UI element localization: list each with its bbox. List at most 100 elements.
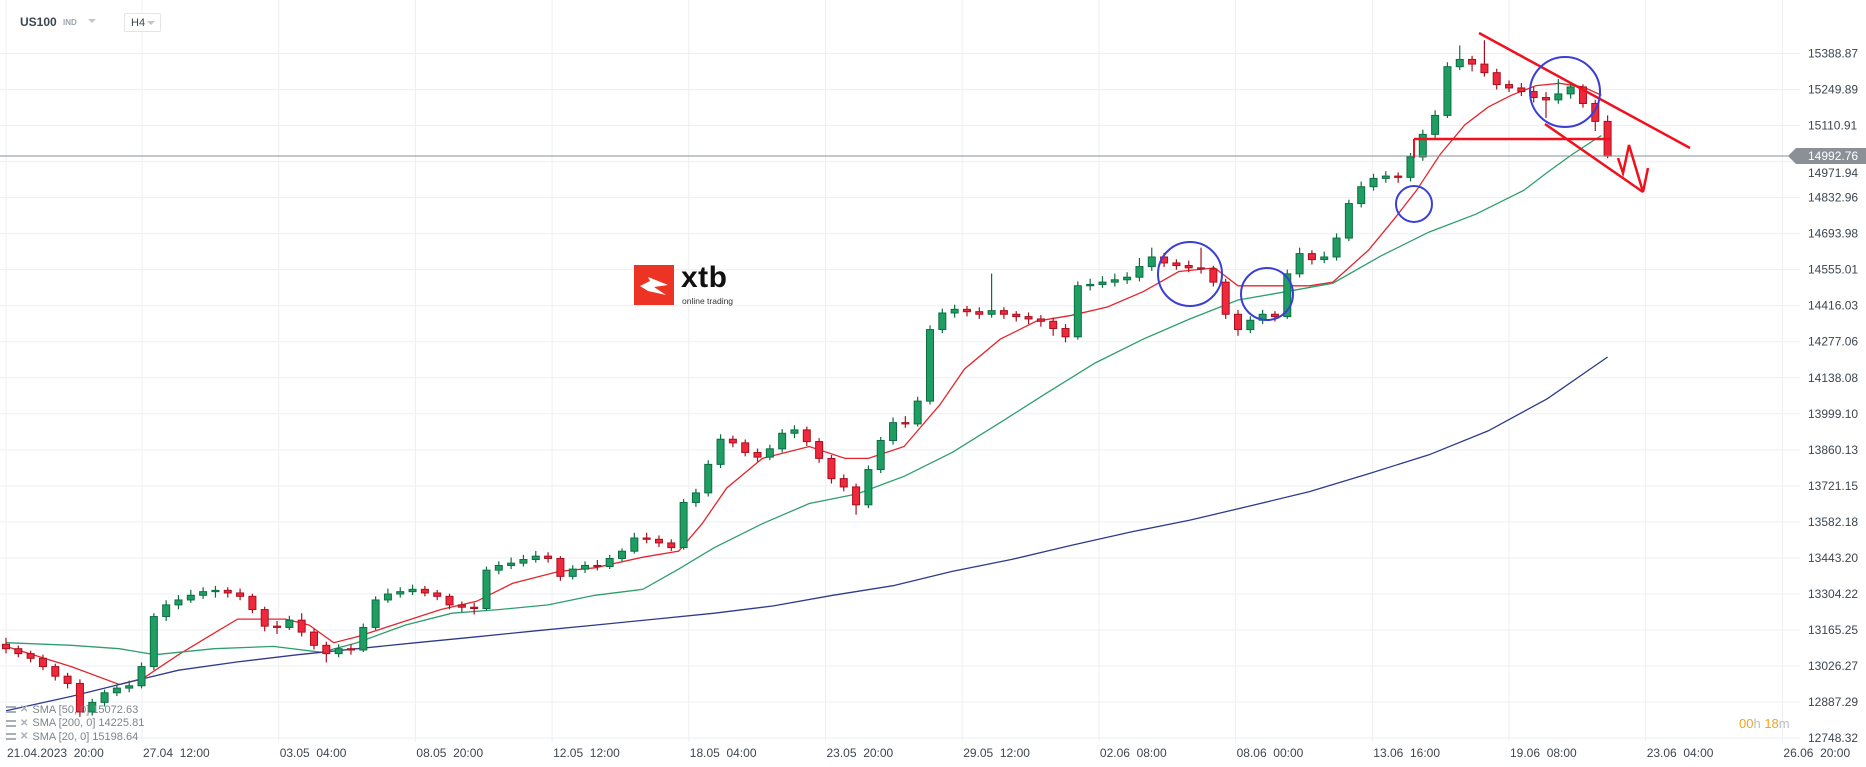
y-tick-label: 13443.20 bbox=[1808, 551, 1858, 565]
candle-body bbox=[1517, 87, 1526, 93]
candle-bullish bbox=[765, 444, 774, 461]
close-icon[interactable]: ✕ bbox=[20, 704, 29, 716]
candle-bearish bbox=[999, 307, 1008, 319]
legend-label: SMA [200, 0] 14225.81 bbox=[32, 717, 145, 730]
candle-bearish bbox=[445, 593, 454, 610]
close-icon[interactable]: ✕ bbox=[20, 731, 29, 743]
highlight-circle[interactable] bbox=[1395, 185, 1433, 223]
candle-bullish bbox=[100, 689, 109, 707]
x-tick-label: 19.06 08:00 bbox=[1510, 746, 1577, 760]
candle-bearish bbox=[1505, 80, 1514, 93]
candle-body bbox=[408, 588, 417, 593]
time-axis[interactable]: 21.04.2023 20:00 27.04 12:00 03.05 04:00 08… bbox=[7, 746, 1850, 760]
candle-body bbox=[962, 308, 971, 313]
candle-body bbox=[568, 568, 577, 577]
candle-body bbox=[765, 448, 774, 458]
trendline-upper[interactable] bbox=[1478, 31, 1691, 150]
candle-body bbox=[519, 559, 528, 564]
candle-bullish bbox=[88, 698, 97, 716]
countdown-hours: 00 bbox=[1739, 716, 1754, 731]
candle-body bbox=[2, 643, 10, 650]
price-axis[interactable]: 15388.87 15249.89 15110.91 14971.94 14832.96… bbox=[1808, 47, 1858, 746]
candle-bearish bbox=[470, 602, 479, 615]
candle-bearish bbox=[297, 613, 306, 637]
candle-bearish bbox=[1061, 324, 1070, 343]
settings-icon[interactable] bbox=[6, 706, 16, 714]
candle-bullish bbox=[1554, 79, 1563, 104]
candle-bearish bbox=[642, 532, 651, 544]
candle-bearish bbox=[1012, 311, 1021, 322]
candle-body bbox=[975, 311, 984, 315]
highlight-circle[interactable] bbox=[1240, 267, 1294, 321]
candle-bullish bbox=[679, 499, 688, 550]
candle-bullish bbox=[1431, 110, 1440, 139]
highlight-circle[interactable] bbox=[1157, 241, 1223, 307]
candle-body bbox=[618, 550, 626, 559]
arrow-down-drawing[interactable] bbox=[1616, 144, 1650, 193]
candle-bullish bbox=[1123, 272, 1132, 284]
candle-body bbox=[1307, 253, 1316, 261]
candle-body bbox=[1172, 262, 1181, 267]
candle-bullish bbox=[889, 417, 898, 445]
legend-sma50[interactable]: ✕ SMA [50, 0] 15072.63 bbox=[6, 703, 144, 717]
x-tick-label: 03.05 04:00 bbox=[280, 746, 347, 760]
highlight-circle[interactable] bbox=[1529, 56, 1601, 128]
legend-sma200[interactable]: ✕ SMA [200, 0] 14225.81 bbox=[6, 717, 144, 731]
trendline-lower[interactable] bbox=[1544, 122, 1644, 194]
candle-body bbox=[285, 619, 294, 628]
candle-body bbox=[531, 555, 540, 561]
candle-bullish bbox=[1110, 273, 1119, 287]
y-tick-label: 13860.13 bbox=[1808, 443, 1858, 457]
chevron-down-icon[interactable] bbox=[88, 19, 96, 23]
candle-body bbox=[1381, 175, 1390, 179]
y-tick-label: 14138.08 bbox=[1808, 371, 1858, 385]
candle-body bbox=[346, 648, 355, 651]
xtb-x-icon bbox=[640, 277, 668, 295]
timeframe-select[interactable]: H4 bbox=[124, 13, 161, 32]
candle-bullish bbox=[1246, 316, 1255, 334]
drawings[interactable] bbox=[1157, 31, 1691, 321]
candle-bullish bbox=[864, 465, 873, 509]
candle-bullish bbox=[371, 596, 380, 631]
candle-body bbox=[544, 555, 553, 559]
candle-body bbox=[470, 606, 479, 610]
y-tick-label: 12748.32 bbox=[1808, 731, 1858, 745]
symbol-name[interactable]: US100 bbox=[20, 15, 57, 29]
candle-bullish bbox=[1332, 233, 1341, 261]
candle-bullish bbox=[359, 623, 368, 653]
candle-bearish bbox=[457, 601, 466, 612]
candle-bullish bbox=[1135, 258, 1144, 282]
candle-body bbox=[383, 593, 392, 601]
candle-bullish bbox=[926, 325, 934, 405]
candle-body bbox=[753, 451, 762, 458]
y-tick-label: 14416.03 bbox=[1808, 299, 1858, 313]
candle-body bbox=[1406, 156, 1415, 178]
candle-bearish bbox=[753, 448, 762, 462]
settings-icon[interactable] bbox=[6, 733, 16, 741]
candle-body bbox=[654, 538, 663, 544]
candle-bearish bbox=[556, 556, 565, 581]
candle-bearish bbox=[667, 539, 676, 551]
settings-icon[interactable] bbox=[6, 719, 16, 727]
legend-sma20[interactable]: ✕ SMA [20, 0] 15198.64 bbox=[6, 730, 144, 744]
y-tick-label: 13582.18 bbox=[1808, 515, 1858, 529]
close-icon[interactable]: ✕ bbox=[20, 717, 29, 729]
candle-bullish bbox=[174, 595, 183, 610]
candle-bullish bbox=[125, 680, 134, 693]
sma-lines bbox=[5, 82, 1608, 712]
candle-body bbox=[1098, 281, 1107, 285]
candle-bearish bbox=[593, 560, 602, 571]
countdown-m-unit: m bbox=[1778, 716, 1790, 731]
candle-bearish bbox=[1468, 55, 1477, 72]
candle-body bbox=[1357, 186, 1366, 205]
candle-body bbox=[1344, 203, 1353, 239]
candle-bullish bbox=[494, 561, 503, 575]
x-tick-label: 23.06 04:00 bbox=[1647, 746, 1714, 760]
candle-body bbox=[359, 626, 368, 651]
candle-body bbox=[322, 644, 331, 655]
candle-bullish bbox=[716, 434, 725, 469]
candle-bullish bbox=[1147, 247, 1156, 271]
candle-body bbox=[901, 422, 910, 425]
candle-bearish bbox=[654, 535, 663, 548]
